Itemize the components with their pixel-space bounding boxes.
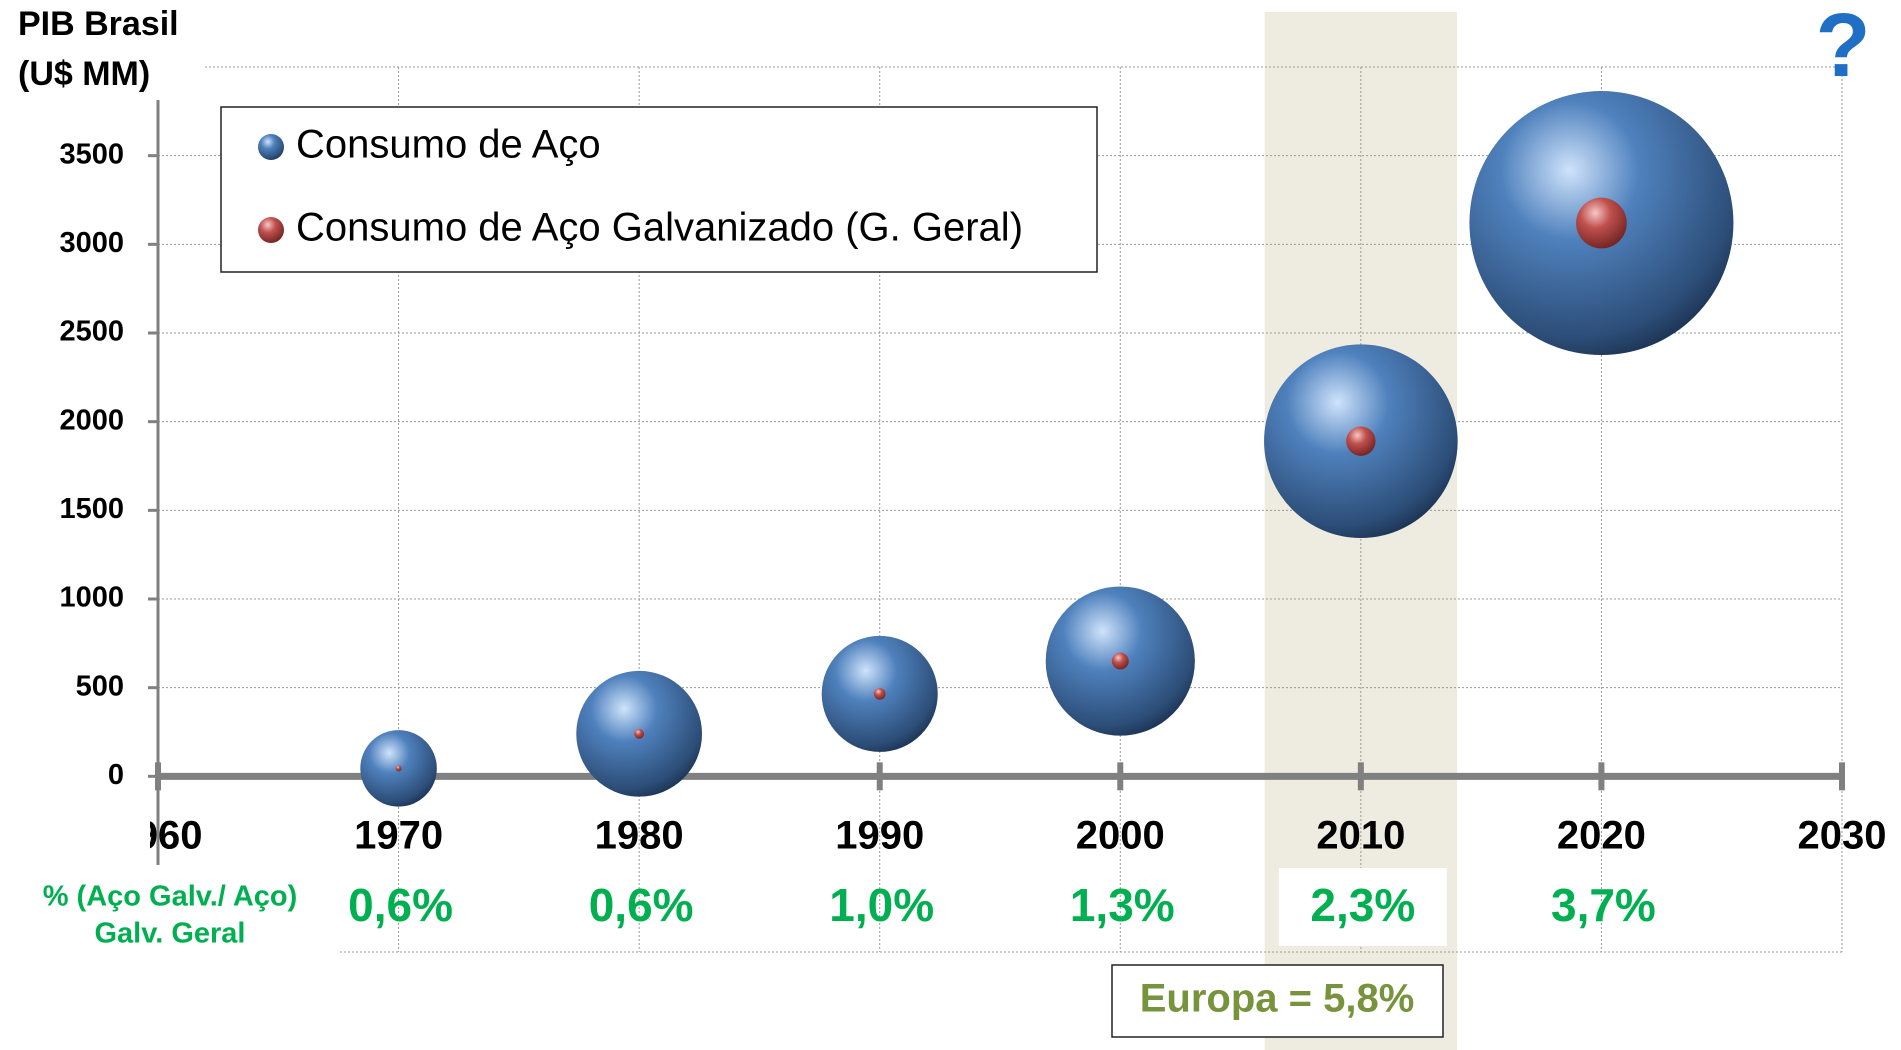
legend-marker	[258, 134, 284, 160]
annotation: Europa = 5,8%	[1140, 977, 1415, 1021]
row-label: % (Aço Galv./ Aço)	[43, 881, 298, 913]
inner-bubble	[874, 688, 886, 700]
inner-bubble	[1112, 653, 1129, 670]
y-tick-label: 1500	[59, 493, 124, 525]
y-tick-label: 2500	[59, 316, 124, 348]
y-tick-label: 3500	[59, 138, 124, 170]
x-tick-label: 2000	[1076, 814, 1165, 858]
row-label: Galv. Geral	[95, 918, 246, 950]
y-tick-label: 2000	[59, 404, 124, 436]
inner-bubble	[1576, 198, 1627, 249]
legend-marker	[258, 217, 284, 243]
ratio-label: 0,6%	[348, 879, 453, 931]
x-tick-label: 1970	[354, 814, 443, 858]
label-mask	[98, 810, 150, 870]
x-tick-label: 1980	[595, 814, 684, 858]
y-tick-label: 500	[76, 670, 124, 702]
axis-title: PIB Brasil	[18, 5, 179, 43]
axis-title: (U$ MM)	[18, 55, 150, 93]
legend-label: Consumo de Aço Galvanizado (G. Geral)	[296, 206, 1023, 250]
chart: 0500100015002000250030003500196019701980…	[0, 0, 1901, 1050]
x-tick-label: 2030	[1798, 814, 1887, 858]
inner-bubble	[396, 765, 402, 771]
inner-bubble	[634, 729, 644, 739]
y-tick-label: 3000	[59, 227, 124, 259]
y-tick-label: 1000	[59, 582, 124, 614]
inner-bubble	[1346, 427, 1375, 456]
corner-mark: ?	[1816, 0, 1871, 96]
x-tick-label: 2020	[1557, 814, 1646, 858]
ratio-label: 1,0%	[829, 879, 934, 931]
legend-label: Consumo de Aço	[296, 123, 601, 167]
ratio-label: 2,3%	[1310, 879, 1415, 931]
ratio-label: 3,7%	[1551, 879, 1656, 931]
ratio-label: 1,3%	[1070, 879, 1175, 931]
ratio-label: 0,6%	[589, 879, 694, 931]
y-tick-label: 0	[108, 759, 124, 791]
x-tick-label: 1990	[835, 814, 924, 858]
x-tick-label: 2010	[1316, 814, 1405, 858]
